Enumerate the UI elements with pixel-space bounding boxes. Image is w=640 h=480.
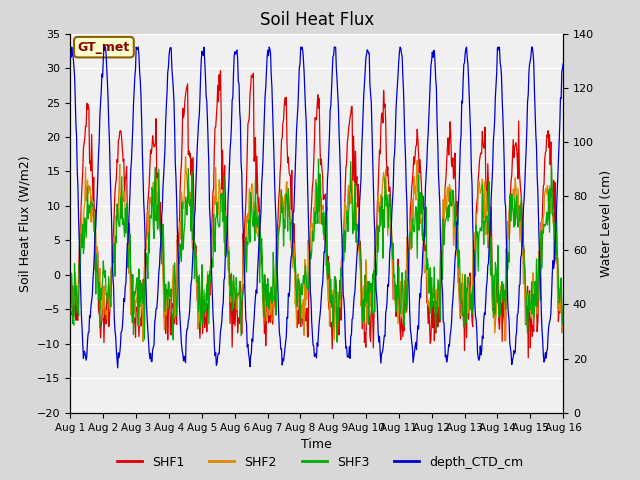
- SHF1: [76, 247, 83, 252]
- Text: GT_met: GT_met: [78, 41, 130, 54]
- SHF3: [202, 307, 210, 312]
- SHF3: [126, 231, 134, 237]
- SHF1: [217, 68, 225, 73]
- depth_CTD_cm: [68, 44, 76, 50]
- SHF1: [377, 124, 385, 130]
- Line: SHF1: SHF1: [70, 71, 563, 358]
- depth_CTD_cm: [67, 50, 74, 56]
- SHF3: [559, 320, 567, 325]
- depth_CTD_cm: [392, 108, 400, 114]
- Y-axis label: Water Level (cm): Water Level (cm): [600, 169, 612, 277]
- SHF2: [76, 266, 83, 272]
- SHF2: [140, 338, 147, 344]
- SHF2: [177, 236, 184, 242]
- SHF2: [392, 308, 400, 314]
- Line: SHF2: SHF2: [70, 157, 563, 341]
- Title: Soil Heat Flux: Soil Heat Flux: [260, 11, 374, 29]
- Line: depth_CTD_cm: depth_CTD_cm: [70, 47, 563, 368]
- depth_CTD_cm: [177, 341, 185, 347]
- SHF2: [182, 154, 189, 160]
- SHF3: [76, 261, 83, 267]
- SHF2: [67, 293, 74, 299]
- depth_CTD_cm: [378, 351, 385, 357]
- Line: SHF3: SHF3: [70, 159, 563, 342]
- SHF3: [67, 306, 74, 312]
- SHF3: [176, 241, 184, 247]
- SHF3: [333, 339, 341, 345]
- SHF3: [378, 204, 385, 210]
- SHF2: [204, 269, 211, 275]
- Legend: SHF1, SHF2, SHF3, depth_CTD_cm: SHF1, SHF2, SHF3, depth_CTD_cm: [112, 451, 528, 474]
- depth_CTD_cm: [76, 262, 84, 267]
- depth_CTD_cm: [114, 365, 122, 371]
- SHF1: [524, 355, 532, 360]
- Y-axis label: Soil Heat Flux (W/m2): Soil Heat Flux (W/m2): [19, 155, 31, 291]
- SHF2: [378, 200, 385, 206]
- SHF1: [559, 310, 567, 316]
- X-axis label: Time: Time: [301, 438, 332, 451]
- SHF1: [67, 300, 74, 306]
- SHF2: [126, 274, 134, 280]
- SHF1: [126, 244, 134, 250]
- SHF2: [559, 322, 567, 328]
- SHF3: [315, 156, 323, 162]
- SHF1: [202, 308, 210, 314]
- SHF3: [392, 309, 400, 315]
- SHF1: [176, 190, 184, 195]
- depth_CTD_cm: [559, 60, 567, 66]
- depth_CTD_cm: [127, 159, 135, 165]
- SHF1: [392, 281, 399, 287]
- depth_CTD_cm: [204, 118, 211, 124]
